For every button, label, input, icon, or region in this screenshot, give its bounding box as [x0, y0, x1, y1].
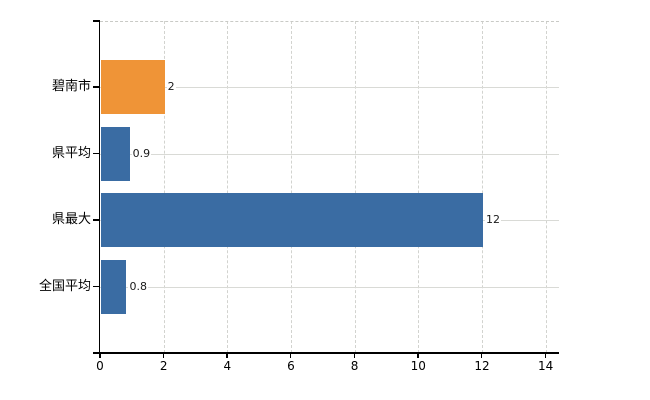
x-axis-tick — [289, 353, 292, 358]
x-axis-tick-label: 10 — [410, 359, 426, 373]
x-axis-tick-label: 0 — [96, 359, 104, 373]
bar-value-label: 12 — [484, 212, 501, 229]
category-label: 県平均 — [51, 145, 91, 161]
x-axis-tick — [226, 353, 228, 358]
gridline-vertical — [354, 21, 356, 353]
x-axis-tick-label: 12 — [474, 359, 490, 373]
gridline-vertical — [163, 21, 165, 353]
bar-value-label: 0.8 — [128, 278, 148, 295]
x-axis-tick-label: 14 — [537, 359, 554, 373]
category-label: 全国平均 — [38, 278, 91, 294]
y-axis-tick — [93, 86, 100, 88]
x-axis-tick — [162, 353, 165, 358]
category-label: 碧南市 — [51, 79, 91, 95]
gridline-vertical — [290, 21, 292, 353]
x-axis-tick — [417, 353, 419, 358]
x-axis-tick — [544, 353, 547, 358]
gridline-horizontal — [100, 286, 559, 288]
gridline-horizontal — [100, 87, 559, 89]
gridline-vertical — [227, 21, 229, 353]
bar — [101, 126, 130, 181]
y-axis-tick — [93, 285, 100, 288]
bar-value-label: 0.9 — [131, 145, 152, 162]
bar — [101, 60, 165, 115]
x-axis-tick — [99, 353, 101, 358]
bar-value-label: 2 — [166, 79, 176, 96]
y-axis-tick — [93, 20, 100, 22]
gridline-vertical — [545, 21, 547, 353]
gridline-vertical — [418, 21, 420, 353]
x-axis-line — [93, 352, 559, 354]
bar — [101, 193, 483, 248]
y-axis-tick — [93, 152, 100, 155]
gridline-vertical — [481, 21, 483, 353]
x-axis-tick-label: 6 — [287, 359, 295, 373]
bar — [101, 259, 127, 314]
x-axis-tick-label: 8 — [350, 359, 359, 373]
y-axis-line — [98, 21, 100, 353]
y-axis-tick — [93, 219, 100, 221]
category-label: 県最大 — [51, 212, 91, 228]
x-axis-tick — [353, 353, 356, 358]
gridline-horizontal — [100, 153, 559, 155]
x-axis-tick-label: 2 — [159, 359, 168, 373]
x-axis-tick-label: 4 — [223, 359, 232, 373]
plot-top-border — [100, 21, 559, 22]
x-axis-tick — [480, 353, 483, 358]
